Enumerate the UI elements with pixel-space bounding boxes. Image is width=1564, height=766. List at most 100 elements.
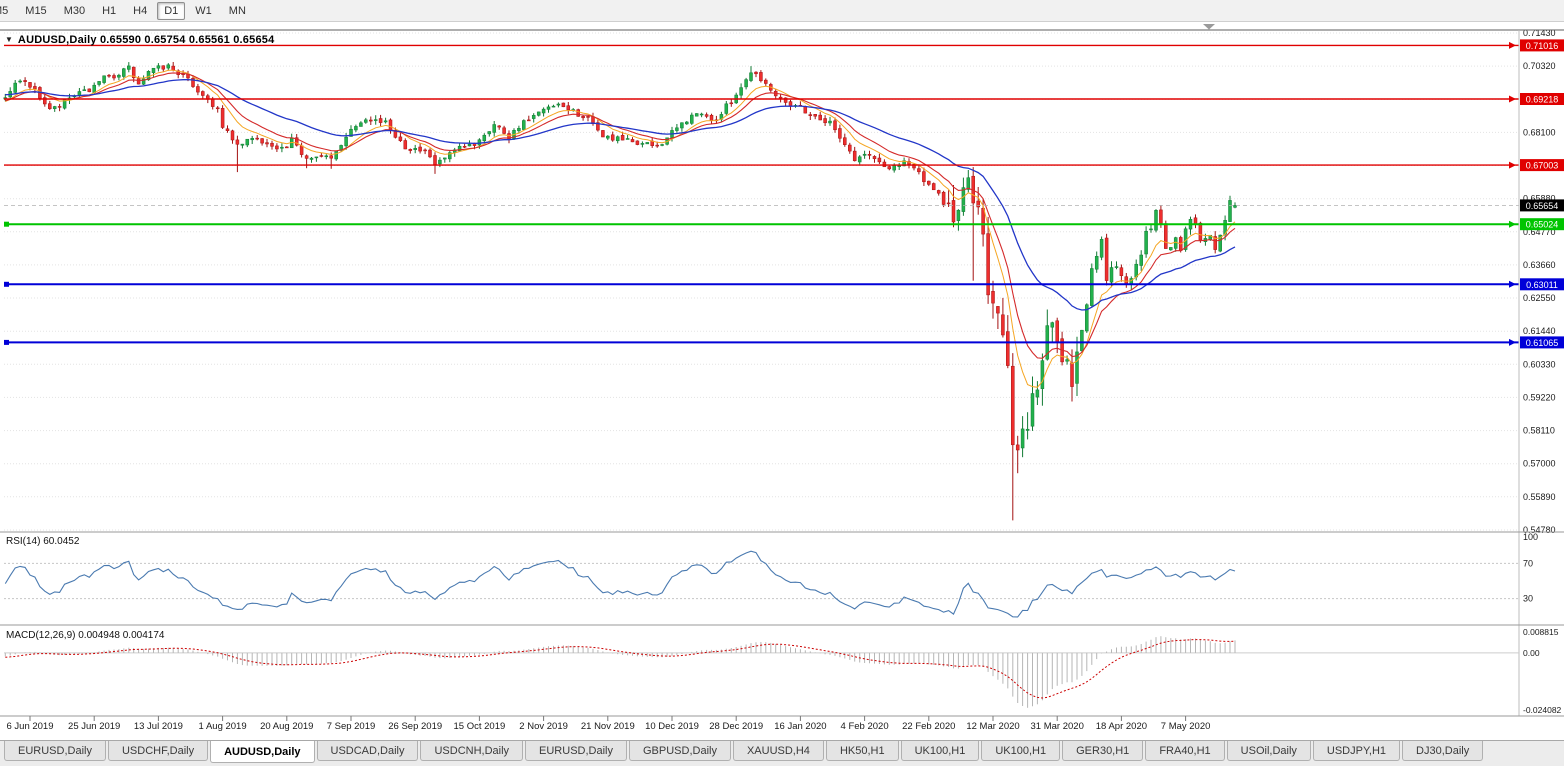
- svg-text:0.65024: 0.65024: [1526, 220, 1559, 230]
- svg-text:0.71016: 0.71016: [1526, 41, 1559, 51]
- chart-ohlc-title: ▼ AUDUSD,Daily 0.65590 0.65754 0.65561 0…: [5, 34, 274, 46]
- svg-text:0.61065: 0.61065: [1526, 338, 1559, 348]
- svg-text:0.65880: 0.65880: [1523, 194, 1556, 204]
- svg-text:70: 70: [1523, 558, 1533, 568]
- svg-text:6 Jun 2019: 6 Jun 2019: [6, 721, 53, 732]
- rsi-panel: 100 70 30 RSI(14) 60.0452: [4, 532, 1538, 618]
- svg-text:0.68100: 0.68100: [1523, 127, 1556, 137]
- svg-text:0.61440: 0.61440: [1523, 326, 1556, 336]
- timeframe-button-w1[interactable]: W1: [195, 4, 212, 17]
- ma-fast-line: [5, 69, 1236, 388]
- horizontal-line-0.61065[interactable]: 0.61065: [4, 336, 1564, 349]
- line-right-arrow-icon: [1509, 41, 1516, 49]
- chart-tab-gbpusd-daily-6[interactable]: GBPUSD,Daily: [629, 741, 731, 761]
- svg-text:0.58110: 0.58110: [1523, 426, 1555, 436]
- moving-average-lines: [5, 69, 1236, 388]
- svg-text:0.55890: 0.55890: [1523, 492, 1556, 502]
- chart-tab-hk50-h1-8[interactable]: HK50,H1: [825, 741, 899, 761]
- line-right-arrow-icon: [1509, 338, 1516, 346]
- chart-tab-usdchf-daily-1[interactable]: USDCHF,Daily: [107, 741, 209, 761]
- svg-text:31 Mar 2020: 31 Mar 2020: [1031, 721, 1084, 732]
- chart-shift-marker[interactable]: [1203, 24, 1215, 30]
- svg-text:0.54780: 0.54780: [1523, 525, 1556, 535]
- chart-tab-eurusd-daily-5[interactable]: EURUSD,Daily: [525, 741, 627, 761]
- timeframe-button-h1[interactable]: H1: [102, 4, 117, 17]
- svg-text:28 Dec 2019: 28 Dec 2019: [709, 721, 763, 732]
- svg-text:0.69218: 0.69218: [1526, 95, 1559, 105]
- price-level-tag: [1520, 218, 1564, 231]
- line-right-arrow-icon: [1509, 220, 1516, 228]
- svg-text:-0.024082: -0.024082: [1523, 705, 1562, 715]
- svg-text:7 Sep 2019: 7 Sep 2019: [327, 721, 376, 732]
- svg-text:12 Mar 2020: 12 Mar 2020: [966, 721, 1019, 732]
- grid-layer: [4, 32, 1519, 531]
- chart-tab-dj30-daily-15[interactable]: DJ30,Daily: [1402, 741, 1484, 761]
- current-price-tag: 0.65654: [1520, 199, 1564, 212]
- svg-text:25 Jun 2019: 25 Jun 2019: [68, 721, 120, 732]
- chart-tab-usdcad-daily-3[interactable]: USDCAD,Daily: [316, 741, 419, 761]
- chart-tabs-bar: EURUSD,Daily USDCHF,Daily AUDUSD,Daily USDC…: [0, 740, 1564, 766]
- chart-tab-eurusd-daily-0[interactable]: EURUSD,Daily: [4, 741, 106, 761]
- macd-panel: 0.008815 0.00 -0.024082 MACD(12,26,9) 0.004…: [4, 627, 1562, 715]
- svg-text:0.60330: 0.60330: [1523, 359, 1556, 369]
- chart-title-text: AUDUSD,Daily 0.65590 0.65754 0.65561 0.6…: [17, 34, 275, 46]
- line-anchor-marker: [4, 281, 9, 287]
- svg-text:20 Aug 2019: 20 Aug 2019: [260, 721, 313, 732]
- svg-text:16 Jan 2020: 16 Jan 2020: [774, 721, 826, 732]
- timeframe-button-m30[interactable]: M30: [63, 4, 86, 17]
- svg-text:10 Dec 2019: 10 Dec 2019: [645, 721, 699, 732]
- chart-tab-usoil-daily-13[interactable]: USOil,Daily: [1226, 741, 1311, 761]
- chart-tab-uk100-h1-10[interactable]: UK100,H1: [981, 741, 1061, 761]
- svg-text:0.63660: 0.63660: [1523, 260, 1556, 270]
- horizontal-line-0.65024[interactable]: 0.65024: [4, 218, 1564, 231]
- svg-text:0.63011: 0.63011: [1526, 280, 1558, 290]
- timeframe-button-m15[interactable]: M15: [25, 4, 47, 17]
- chart-tab-fra40-h1-12[interactable]: FRA40,H1: [1145, 741, 1225, 761]
- timeframe-button-h4[interactable]: H4: [133, 4, 148, 17]
- svg-text:22 Feb 2020: 22 Feb 2020: [902, 721, 955, 732]
- price-level-tag: [1520, 336, 1564, 349]
- candles-layer: [3, 62, 1237, 521]
- line-anchor-marker: [4, 221, 9, 227]
- price-level-tag: [1520, 159, 1564, 172]
- svg-text:0.00: 0.00: [1523, 648, 1540, 658]
- svg-text:13 Jul 2019: 13 Jul 2019: [134, 721, 183, 732]
- line-right-arrow-icon: [1509, 161, 1516, 169]
- chart-collapse-icon[interactable]: ▼: [5, 35, 13, 44]
- svg-text:0.67003: 0.67003: [1526, 161, 1559, 171]
- chart-tab-usdjpy-h1-14[interactable]: USDJPY,H1: [1312, 741, 1401, 761]
- timeframe-toolbar: M5 M15 M30 H1 H4 D1 W1 MN: [0, 0, 1564, 22]
- chart-window: 0.714300.703200.692100.681000.669900.658…: [0, 22, 1564, 740]
- svg-text:0.62550: 0.62550: [1523, 293, 1556, 303]
- timeframe-button-m5[interactable]: M5: [0, 4, 9, 17]
- svg-text:30: 30: [1523, 594, 1533, 604]
- timeframe-button-mn[interactable]: MN: [228, 4, 246, 17]
- price-level-tag: [1520, 278, 1564, 291]
- horizontal-line-0.69218[interactable]: 0.69218: [4, 93, 1564, 105]
- svg-text:18 Apr 2020: 18 Apr 2020: [1096, 721, 1147, 732]
- chart-tab-audusd-daily-2[interactable]: AUDUSD,Daily: [210, 741, 315, 763]
- svg-text:0.57000: 0.57000: [1523, 459, 1556, 469]
- timeframe-button-d1[interactable]: D1: [157, 1, 186, 20]
- ma-slow-line: [5, 78, 1236, 311]
- svg-text:1 Aug 2019: 1 Aug 2019: [199, 721, 247, 732]
- svg-text:0.59220: 0.59220: [1523, 392, 1556, 402]
- macd-signal-line: [5, 639, 1236, 699]
- chart-tab-uk100-h1-9[interactable]: UK100,H1: [900, 741, 980, 761]
- horizontal-line-0.63011[interactable]: 0.63011: [4, 278, 1564, 291]
- svg-text:2 Nov 2019: 2 Nov 2019: [519, 721, 568, 732]
- price-level-tag: [1520, 39, 1564, 52]
- rsi-line: [4, 550, 1236, 618]
- svg-text:0.70320: 0.70320: [1523, 61, 1556, 71]
- chart-tab-ger30-h1-11[interactable]: GER30,H1: [1062, 741, 1144, 761]
- date-axis: 6 Jun 2019 25 Jun 2019 13 Jul 2019 1 Aug 20…: [6, 716, 1210, 732]
- svg-text:15 Oct 2019: 15 Oct 2019: [454, 721, 506, 732]
- horizontal-line-0.67003[interactable]: 0.67003: [4, 159, 1564, 172]
- svg-text:4 Feb 2020: 4 Feb 2020: [841, 721, 889, 732]
- ma-mid-line: [5, 72, 1236, 359]
- price-level-tag: [1520, 93, 1564, 105]
- chart-canvas: 0.714300.703200.692100.681000.669900.658…: [0, 24, 1564, 732]
- horizontal-line-0.71016[interactable]: 0.71016: [4, 39, 1564, 52]
- chart-tab-xauusd-h4-7[interactable]: XAUUSD,H4: [732, 741, 824, 761]
- chart-tab-usdcnh-daily-4[interactable]: USDCNH,Daily: [420, 741, 524, 761]
